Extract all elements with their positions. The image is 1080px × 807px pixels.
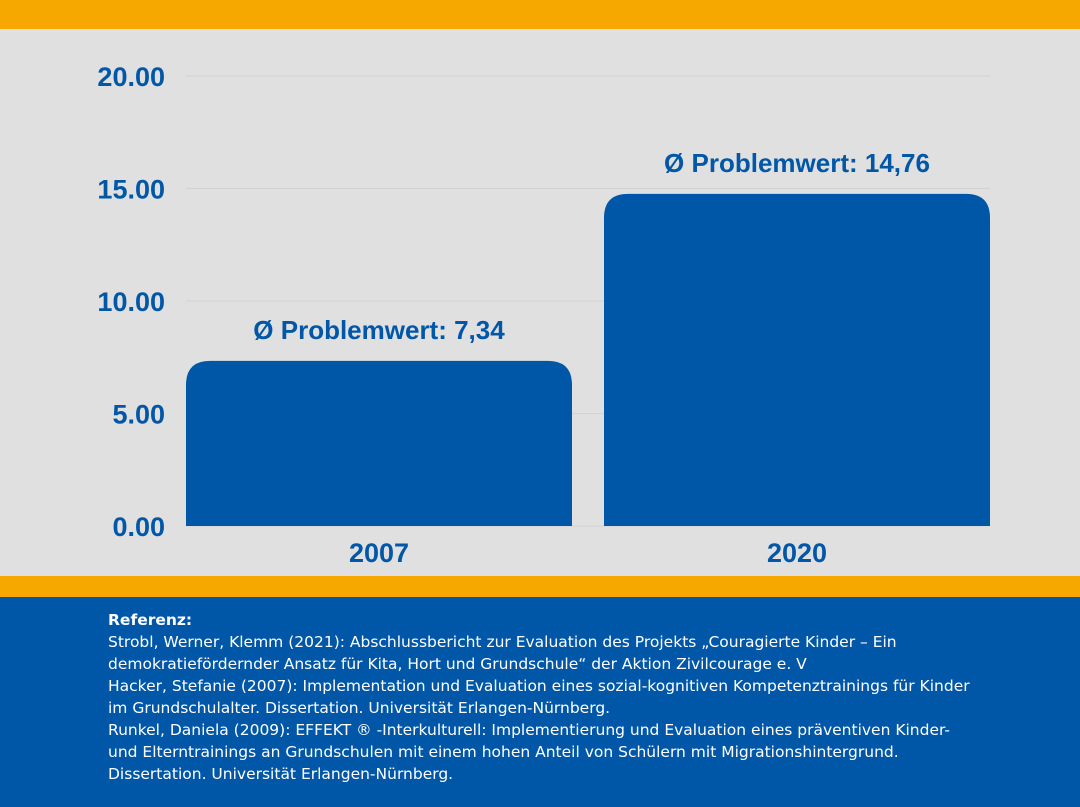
y-tick-label: 10.00	[97, 287, 165, 317]
bar-2007	[186, 360, 572, 526]
y-tick-label: 5.00	[112, 400, 165, 430]
y-tick-label: 20.00	[97, 62, 165, 92]
bar-2020	[604, 193, 990, 526]
reference-runkel: Runkel, Daniela (2009): EFFEKT ® -Interk…	[108, 721, 950, 783]
bar-chart: 0.00 5.00 10.00 15.00 20.00 Ø Problemwert: 7…	[97, 62, 990, 568]
data-label: Ø Problemwert: 7,34	[253, 315, 505, 345]
y-tick-label: 15.00	[97, 175, 165, 205]
reference-strobl: Strobl, Werner, Klemm (2021): Abschlussb…	[108, 633, 897, 673]
reference-hacker: Hacker, Stefanie (2007): Implementation …	[108, 677, 970, 717]
data-label: Ø Problemwert: 14,76	[664, 148, 930, 178]
references-title: Referenz:	[108, 611, 193, 629]
x-tick-label: 2007	[349, 538, 409, 568]
middle-accent-bar	[0, 576, 1080, 597]
top-accent-bar	[0, 0, 1080, 29]
y-tick-label: 0.00	[112, 512, 165, 542]
references-footer: Referenz: Strobl, Werner, Klemm (2021): …	[0, 597, 1080, 807]
x-tick-label: 2020	[767, 538, 827, 568]
chart-area: 0.00 5.00 10.00 15.00 20.00 Ø Problemwert: 7…	[0, 29, 1080, 576]
